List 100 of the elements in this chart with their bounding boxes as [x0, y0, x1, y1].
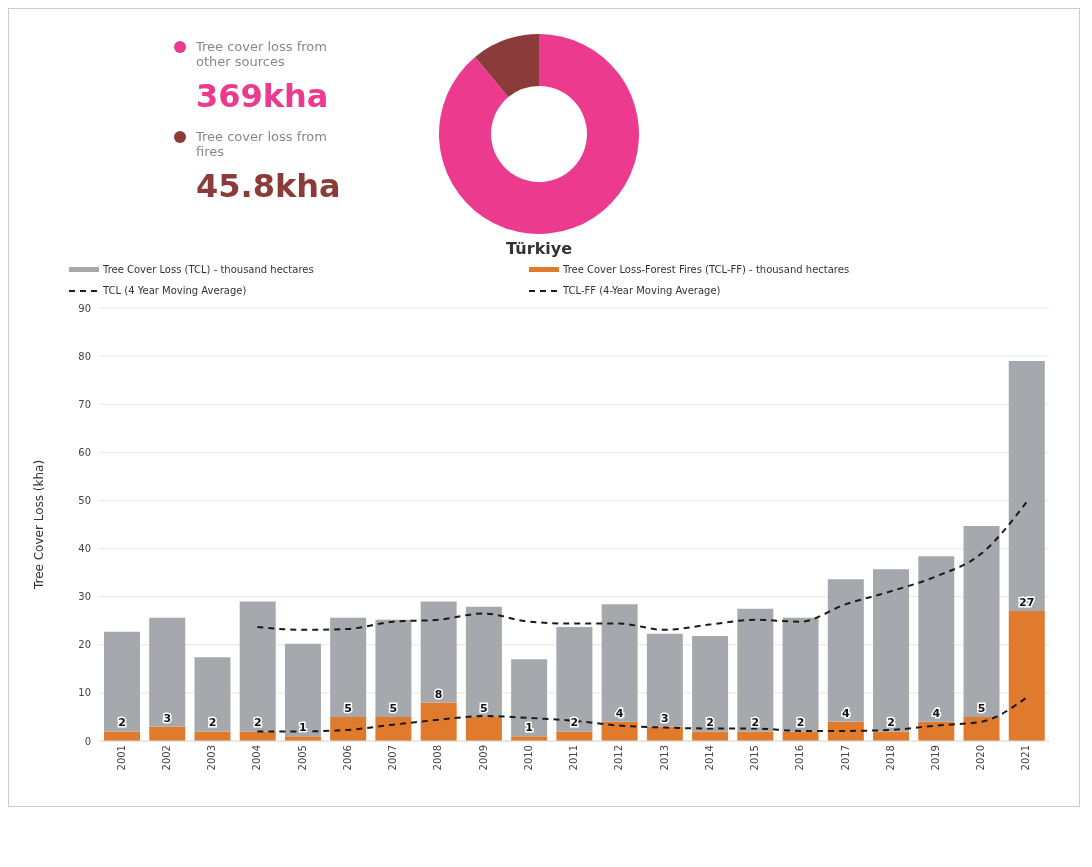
bar — [737, 608, 774, 732]
x-tick-label: 2003 — [206, 745, 218, 771]
legend-label: Tree Cover Loss (TCL) - thousand hectares — [103, 264, 314, 275]
bar — [782, 617, 819, 732]
y-tick-label: 0 — [84, 735, 91, 747]
y-tick-label: 80 — [78, 350, 91, 362]
x-tick-label: 2002 — [160, 745, 172, 771]
data-label: 2 — [796, 716, 805, 730]
legend-label: Tree cover loss from other sources — [196, 39, 328, 69]
chart-title: Türkiye — [504, 239, 574, 258]
bar — [963, 716, 1000, 741]
bar — [465, 716, 502, 741]
data-label: 2 — [570, 716, 579, 730]
bar — [239, 731, 276, 741]
x-tick-label: 2007 — [387, 745, 399, 771]
x-tick-label: 2009 — [477, 745, 489, 771]
x-tick-label: 2016 — [794, 745, 806, 771]
bar — [1008, 360, 1045, 612]
bar — [284, 643, 321, 737]
y-tick-label: 70 — [78, 398, 91, 410]
data-label: 3 — [163, 711, 172, 725]
bar — [465, 606, 502, 717]
x-tick-label: 2004 — [251, 745, 263, 771]
data-label: 5 — [344, 701, 353, 715]
x-tick-label: 2005 — [296, 745, 308, 771]
bar — [194, 657, 231, 732]
bar — [556, 731, 593, 741]
bar — [420, 702, 457, 741]
x-tick-label: 2012 — [613, 745, 625, 771]
y-tick-label: 40 — [78, 543, 91, 555]
x-tick-label: 2006 — [341, 745, 353, 771]
data-label: 5 — [977, 701, 986, 715]
bar — [420, 601, 457, 703]
data-label: 2 — [208, 716, 217, 730]
bar — [104, 631, 140, 732]
bar — [737, 731, 774, 741]
data-label: 4 — [932, 706, 941, 720]
y-tick-label: 50 — [78, 494, 91, 506]
x-tick-label: 2015 — [749, 745, 761, 771]
x-tick-label: 2008 — [432, 745, 444, 771]
bar — [511, 659, 548, 737]
x-tick-label: 2021 — [1020, 745, 1032, 771]
bar — [375, 716, 412, 741]
legend-label: Tree Cover Loss-Forest Fires (TCL-FF) - thousand hectares — [563, 264, 850, 275]
x-tick-label: 2020 — [975, 745, 987, 771]
bar — [963, 525, 1000, 717]
data-label: 8 — [434, 687, 443, 701]
legend-label: TCL-FF (4-Year Moving Average) — [563, 285, 721, 296]
bar — [330, 716, 367, 741]
bar — [194, 731, 231, 741]
bar — [827, 579, 864, 722]
bar — [149, 617, 186, 727]
bar — [692, 731, 729, 741]
x-tick-label: 2010 — [522, 745, 534, 771]
y-tick-label: 90 — [78, 302, 91, 314]
data-label: 4 — [615, 706, 624, 720]
bar — [918, 556, 955, 722]
data-label: 5 — [480, 701, 488, 715]
bar — [646, 633, 683, 727]
data-label: 45.8kha — [196, 167, 342, 205]
y-tick-label: 10 — [78, 687, 91, 699]
bar — [873, 569, 910, 732]
data-label: 1 — [299, 721, 307, 735]
x-tick-label: 2011 — [568, 745, 580, 771]
data-label: 5 — [389, 701, 398, 715]
bar — [239, 601, 276, 732]
data-label: 27 — [1019, 596, 1035, 610]
donut-slice — [475, 34, 539, 98]
line-series — [256, 696, 1028, 733]
data-label: 369kha — [196, 77, 330, 115]
y-tick-label: 20 — [78, 639, 91, 651]
data-label: 3 — [661, 711, 669, 725]
y-axis-title: Tree Cover Loss (kha) — [32, 459, 47, 591]
data-label: 1 — [525, 721, 533, 735]
bar — [873, 731, 910, 741]
data-label: 2 — [118, 716, 126, 730]
data-label: 4 — [841, 706, 850, 720]
data-label: 2 — [253, 716, 262, 730]
bar — [104, 731, 140, 741]
bar — [1008, 611, 1045, 741]
bar — [692, 636, 729, 732]
y-tick-label: 60 — [78, 446, 91, 458]
bar — [149, 726, 186, 741]
x-tick-label: 2014 — [703, 745, 715, 771]
legend-label: TCL (4 Year Moving Average) — [103, 285, 247, 296]
data-label: 2 — [887, 716, 895, 730]
legend-label: Tree cover loss from fires — [196, 129, 328, 159]
donut-slice — [439, 34, 639, 234]
x-tick-label: 2013 — [658, 745, 670, 771]
data-label: 2 — [751, 716, 760, 730]
x-tick-label: 2017 — [839, 745, 851, 771]
bar — [556, 626, 593, 732]
x-tick-label: 2001 — [115, 745, 127, 771]
x-tick-label: 2019 — [930, 745, 941, 771]
y-tick-label: 30 — [78, 591, 91, 603]
bar — [375, 619, 412, 717]
bar — [601, 604, 638, 722]
data-label: 2 — [706, 716, 714, 730]
x-tick-label: 2018 — [884, 745, 896, 771]
bar — [330, 617, 367, 717]
